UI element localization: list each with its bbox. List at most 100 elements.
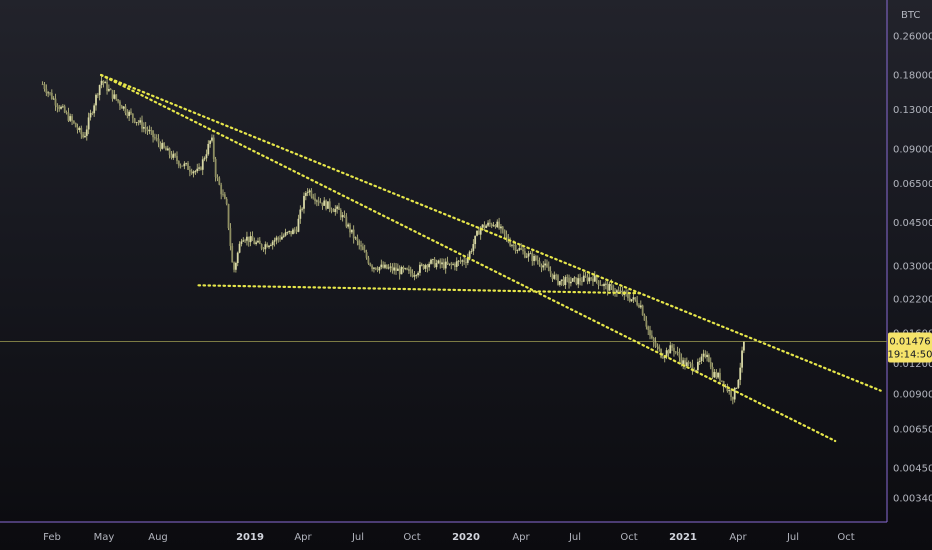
candle-body: [687, 362, 690, 364]
candle-body: [126, 112, 129, 116]
candle-body: [702, 353, 705, 357]
candle-body: [281, 236, 283, 240]
x-tick-label: Apr: [294, 532, 312, 543]
trendline-lower-channel[interactable]: [99, 73, 837, 443]
candle-body: [634, 297, 637, 301]
candle-body: [369, 263, 372, 266]
candle-body: [130, 111, 132, 114]
candle-body: [496, 221, 499, 228]
candle-body: [674, 351, 677, 353]
candle-body: [509, 242, 512, 246]
y-tick-label: 0.00900: [893, 390, 932, 401]
candle-body: [419, 264, 421, 273]
candle-body: [488, 222, 491, 225]
candle-body: [98, 85, 101, 95]
candle-body: [402, 267, 405, 270]
candle-body: [253, 240, 256, 245]
y-tick-label: 0.00340: [893, 493, 932, 504]
candle-body: [514, 244, 517, 251]
candle-body: [671, 345, 674, 348]
candle-body: [516, 250, 519, 251]
candle-body: [120, 105, 123, 109]
y-tick-label: 0.13000: [893, 105, 932, 116]
candle-body: [433, 259, 436, 268]
candle-body: [80, 127, 83, 135]
candle-body: [163, 142, 166, 148]
candle-body: [321, 202, 324, 206]
candle-body: [137, 122, 140, 123]
candle-body: [415, 275, 418, 276]
candle-body: [52, 98, 55, 100]
candle-body: [555, 274, 558, 276]
candle-body: [166, 148, 169, 151]
candle-body: [222, 194, 224, 196]
candle-body: [511, 244, 513, 246]
candle-body: [527, 253, 530, 257]
candle-body: [505, 234, 508, 237]
candle-body: [141, 120, 143, 129]
candle-body: [358, 240, 361, 246]
candle-body: [396, 268, 399, 271]
candle-body: [724, 385, 727, 388]
trendline-horizontal-support[interactable]: [197, 284, 642, 295]
candle-body: [315, 200, 318, 202]
candle-body: [652, 338, 655, 343]
candle-body: [428, 263, 431, 268]
y-tick-label: 0.04500: [893, 218, 932, 229]
candle-body: [715, 372, 718, 378]
candle-body: [60, 106, 62, 109]
x-tick-label: May: [94, 532, 115, 543]
candle-body: [663, 356, 666, 359]
candle-body: [593, 275, 596, 282]
candle-body: [461, 260, 464, 262]
candle-body: [582, 275, 585, 282]
candle-body: [454, 263, 456, 267]
trendline-upper-resistance[interactable]: [99, 73, 882, 392]
y-tick-label: 0.00450: [893, 464, 932, 475]
candle-body: [200, 167, 202, 170]
candle-body: [176, 155, 178, 162]
candle-body: [398, 268, 401, 275]
candle-body: [628, 298, 631, 302]
candles-group: [41, 76, 745, 405]
candle-body: [85, 129, 88, 136]
x-tick-label: Oct: [620, 532, 637, 543]
candle-body: [584, 275, 587, 277]
candle-body: [739, 367, 742, 380]
candle-body: [610, 284, 613, 286]
candle-body: [107, 88, 110, 91]
candle-body: [581, 281, 583, 283]
last-price-value: 0.01476: [889, 336, 930, 347]
candle-body: [728, 390, 731, 392]
y-tick-label: 0.01200: [893, 359, 932, 370]
candle-body: [726, 385, 729, 392]
candle-body: [236, 252, 239, 264]
candle-body: [569, 281, 572, 284]
candle-body: [411, 273, 414, 277]
x-tick-label: Oct: [403, 532, 420, 543]
x-tick-label: Feb: [43, 532, 61, 543]
candle-body: [376, 269, 379, 271]
candle-body: [328, 201, 331, 209]
candle-body: [500, 226, 502, 229]
candle-body: [50, 92, 53, 99]
candle-body: [152, 130, 154, 138]
candle-body: [179, 165, 182, 167]
candle-body: [647, 326, 650, 330]
candle-body: [615, 290, 618, 293]
candle-body: [144, 126, 147, 129]
candle-body: [382, 264, 385, 268]
candle-body: [336, 206, 339, 209]
candle-body: [685, 362, 688, 367]
x-tick-label: 2020: [452, 532, 480, 543]
candle-body: [650, 335, 653, 339]
candle-body: [649, 329, 651, 336]
candle-body: [477, 230, 480, 235]
candle-body: [389, 266, 392, 268]
candle-body: [437, 260, 440, 264]
candle-body: [367, 257, 370, 264]
candle-body: [196, 168, 199, 172]
candle-body: [174, 153, 177, 156]
candle-body: [520, 248, 523, 250]
